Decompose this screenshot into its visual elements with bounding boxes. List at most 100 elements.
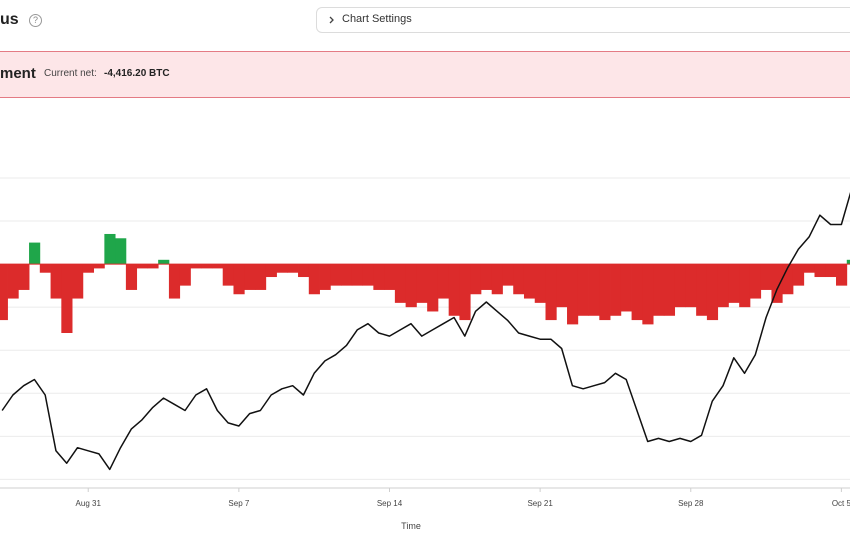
flow-bar [491, 264, 503, 295]
flow-bar [255, 264, 267, 290]
page-title: us [0, 11, 19, 28]
flow-bar [222, 264, 234, 286]
flow-bar [567, 264, 579, 325]
flow-bar [362, 264, 374, 286]
flow-bar [136, 264, 148, 269]
flow-bar [749, 264, 762, 299]
flow-bar [771, 264, 783, 303]
flow-bar [72, 264, 84, 299]
flow-bar [577, 264, 589, 316]
flow-bar [394, 264, 407, 303]
flow-bar [233, 264, 245, 295]
flow-bar [115, 238, 127, 265]
flow-bar [93, 264, 105, 269]
flow-bar [82, 264, 95, 273]
chevron-icon [329, 16, 334, 24]
flow-bar [728, 264, 740, 303]
flow-bar [513, 264, 525, 295]
flow-bar [599, 264, 611, 321]
flow-bar [39, 264, 51, 273]
net-banner [0, 51, 850, 98]
flow-bar [610, 264, 622, 316]
flow-bar [61, 264, 73, 333]
flow-bar [814, 264, 826, 278]
flow-bar [739, 264, 751, 308]
flow-bar [696, 264, 708, 316]
flow-bar [147, 264, 159, 269]
flow-bar [287, 264, 299, 273]
flow-bars [0, 233, 850, 333]
flow-bar [717, 264, 729, 308]
flow-bar [470, 264, 482, 295]
flow-bar [653, 264, 665, 316]
flow-bar [276, 264, 288, 273]
flow-bar [201, 264, 213, 269]
settings-toggle[interactable] [316, 7, 850, 33]
flow-bar [158, 259, 170, 265]
flow-bar [427, 264, 439, 312]
flow-bar [125, 264, 138, 290]
flow-bar [556, 264, 568, 308]
flow-bar [341, 264, 353, 286]
flow-bar [0, 264, 8, 321]
flow-bar [836, 264, 848, 286]
flow-bar [782, 264, 794, 295]
flow-bar [674, 264, 686, 308]
flow-bar [502, 264, 514, 286]
flow-bar [416, 264, 428, 303]
banner-title: ment [0, 65, 36, 82]
flow-bar [104, 233, 116, 265]
flow-bar [706, 264, 719, 321]
flow-bar [18, 264, 30, 290]
flow-bar [211, 264, 224, 269]
price-line [1, 192, 850, 471]
flow-bar [760, 264, 772, 290]
flow-bar [534, 264, 546, 303]
flow-bar [244, 264, 256, 290]
flow-bar [803, 264, 815, 273]
flow-bar [168, 264, 181, 299]
x-tick-label: Sep 28 [678, 499, 704, 508]
flow-bar [50, 264, 62, 299]
net-label: Current net: [44, 68, 97, 79]
flow-bar [190, 264, 202, 269]
x-axis-label: Time [401, 521, 421, 531]
x-tick-label: Sep 21 [527, 499, 553, 508]
flow-bar [588, 264, 600, 316]
flow-bar [480, 264, 493, 290]
flow-bar [620, 264, 632, 312]
settings-label: Chart Settings [342, 13, 412, 25]
net-value: -4,416.20 BTC [104, 68, 170, 79]
flow-bar [825, 264, 837, 278]
x-tick-label: Aug 31 [76, 499, 102, 508]
flow-bar [330, 264, 342, 286]
flow-bar [523, 264, 536, 299]
flow-bar [308, 264, 320, 295]
flow-bar [459, 264, 471, 321]
flow-bar [319, 264, 331, 290]
flow-bar [7, 264, 19, 299]
flow-bar [685, 264, 697, 308]
x-tick-label: Sep 7 [228, 499, 249, 508]
x-tick-label: Sep 14 [377, 499, 403, 508]
flow-bar [351, 264, 363, 286]
flow-bar [437, 264, 450, 299]
x-tick-label: Oct 5 [832, 499, 850, 508]
flow-bar [384, 264, 396, 290]
flow-bar [448, 264, 460, 316]
help-icon[interactable]: ? [29, 14, 42, 27]
flow-bar [545, 264, 557, 321]
flow-bar [29, 242, 41, 265]
flow-bar [642, 264, 654, 325]
flow-bar [179, 264, 191, 286]
flow-bar [265, 264, 277, 278]
flow-bar [373, 264, 385, 290]
flow-bar [846, 259, 850, 265]
flow-bar [663, 264, 676, 316]
flow-bar [631, 264, 643, 321]
flow-bar [405, 264, 417, 308]
flow-bar [298, 264, 310, 278]
flow-bar [792, 264, 805, 286]
